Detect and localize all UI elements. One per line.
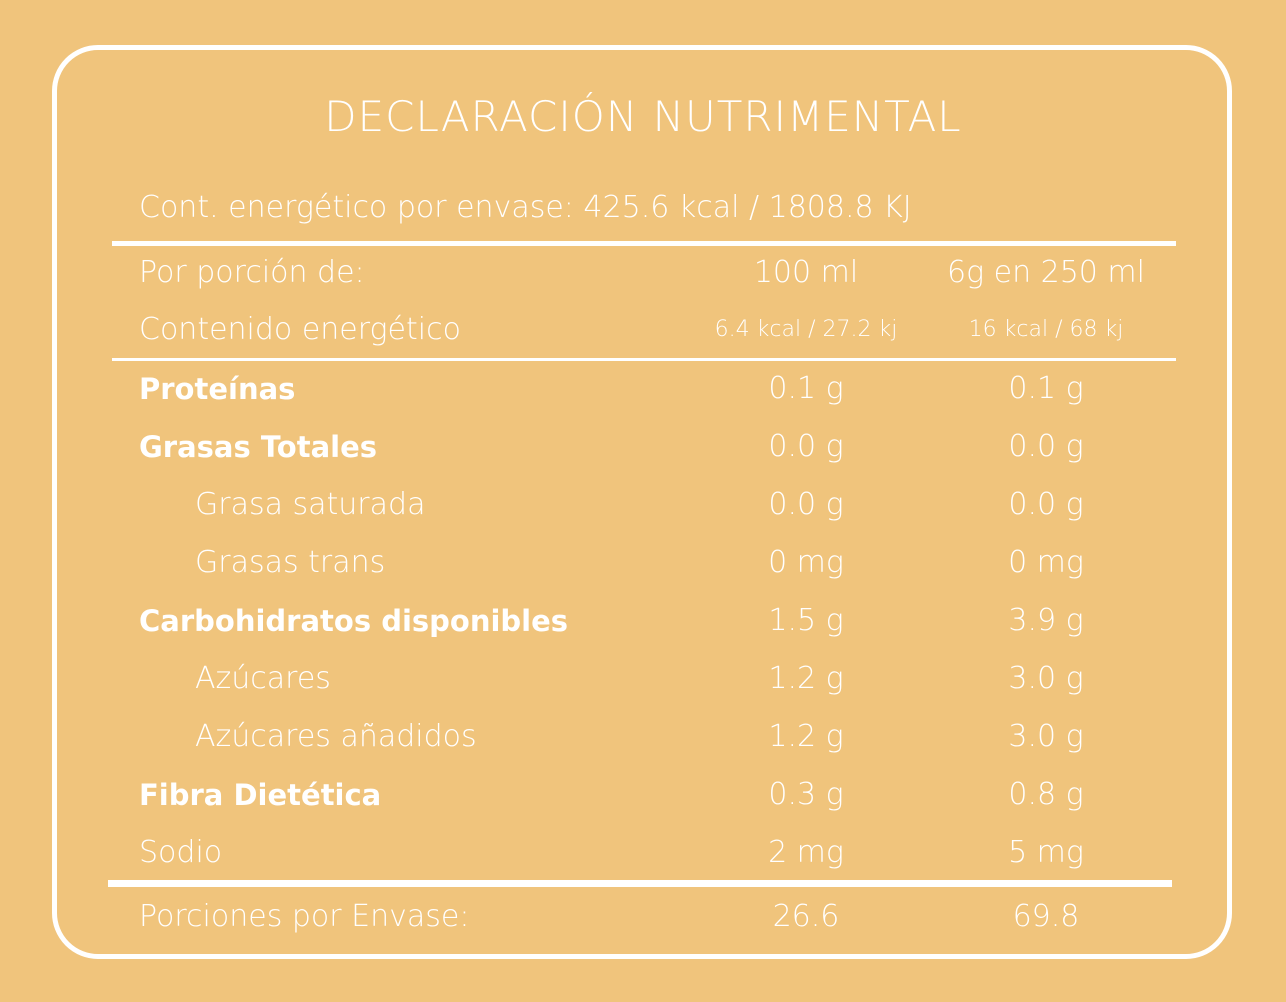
nutrient-label: Azúcares añadidos [195, 719, 477, 754]
page-title: DECLARACIÓN NUTRIMENTAL [324, 92, 962, 141]
energy-col1: 6.4 kcal / 27.2 kj [714, 317, 898, 342]
nutrient-value-col2: 3.9 g [1008, 603, 1084, 638]
nutrient-value-col2: 0 mg [1008, 545, 1084, 580]
divider-top [112, 241, 1176, 246]
nutrient-row-azucares: Azúcares 1.2 g 3.0 g [0, 654, 1286, 704]
nutrient-value-col2: 3.0 g [1008, 719, 1084, 754]
servings-label: Porciones por Envase: [139, 899, 470, 934]
serving-header-row: Por porción de: 100 ml 6g en 250 ml [0, 248, 1286, 298]
nutrient-value-col1: 0.0 g [768, 429, 844, 464]
servings-col1: 26.6 [772, 899, 840, 934]
nutrient-label: Carbohidratos disponibles [139, 604, 569, 638]
nutrient-row-azucares-anadidos: Azúcares añadidos 1.2 g 3.0 g [0, 712, 1286, 762]
nutrient-value-col1: 1.2 g [768, 719, 844, 754]
nutrient-label: Grasas trans [195, 545, 386, 580]
divider-middle [112, 358, 1176, 361]
nutrient-value-col1: 0.3 g [768, 777, 844, 812]
nutrient-row-grasa-saturada: Grasa saturada 0.0 g 0.0 g [0, 480, 1286, 530]
nutrient-value-col2: 3.0 g [1008, 661, 1084, 696]
nutrient-value-col2: 0.1 g [1008, 371, 1084, 406]
nutrient-label: Grasa saturada [195, 487, 426, 522]
nutrient-label: Azúcares [195, 661, 331, 696]
nutrient-row-fibra: Fibra Dietética 0.3 g 0.8 g [0, 770, 1286, 820]
nutrient-value-col1: 1.2 g [768, 661, 844, 696]
serving-header-col2: 6g en 250 ml [947, 255, 1145, 290]
nutrient-label: Proteínas [139, 372, 296, 406]
nutrient-label: Sodio [139, 835, 223, 870]
nutrient-value-col1: 0 mg [768, 545, 844, 580]
nutrient-label: Fibra Dietética [139, 778, 382, 812]
nutrient-row-grasas-trans: Grasas trans 0 mg 0 mg [0, 538, 1286, 588]
energy-per-container: Cont. energético por envase: 425.6 kcal … [139, 190, 912, 225]
nutrient-label: Grasas Totales [139, 430, 378, 464]
nutrient-value-col2: 5 mg [1008, 835, 1084, 870]
energy-col2: 16 kcal / 68 kj [968, 317, 1124, 342]
nutrient-value-col1: 0.0 g [768, 487, 844, 522]
serving-header-label: Por porción de: [139, 255, 365, 290]
nutrient-value-col1: 0.1 g [768, 371, 844, 406]
servings-col2: 69.8 [1012, 899, 1080, 934]
nutrient-value-col1: 2 mg [768, 835, 844, 870]
nutrient-row-grasas-totales: Grasas Totales 0.0 g 0.0 g [0, 422, 1286, 472]
energy-label: Contenido energético [139, 312, 461, 347]
nutrition-panel-border [52, 45, 1232, 959]
nutrient-row-sodio: Sodio 2 mg 5 mg [0, 828, 1286, 878]
servings-row: Porciones por Envase: 26.6 69.8 [0, 892, 1286, 942]
nutrient-row-proteinas: Proteínas 0.1 g 0.1 g [0, 364, 1286, 414]
nutrient-value-col2: 0.0 g [1008, 429, 1084, 464]
energy-row: Contenido energético 6.4 kcal / 27.2 kj … [0, 305, 1286, 355]
nutrient-row-carbohidratos: Carbohidratos disponibles 1.5 g 3.9 g [0, 596, 1286, 646]
serving-header-col1: 100 ml [753, 255, 859, 290]
divider-bottom [108, 880, 1172, 887]
nutrient-value-col2: 0.0 g [1008, 487, 1084, 522]
nutrient-value-col1: 1.5 g [768, 603, 844, 638]
nutrient-value-col2: 0.8 g [1008, 777, 1084, 812]
